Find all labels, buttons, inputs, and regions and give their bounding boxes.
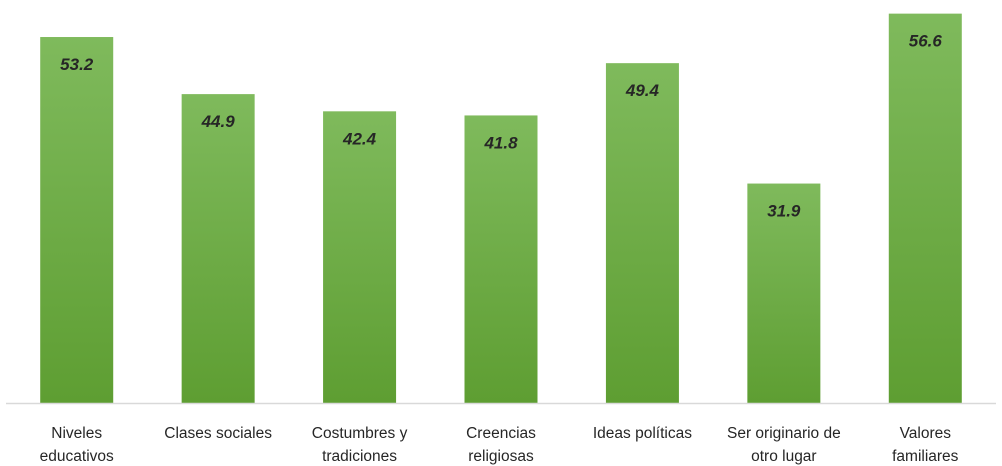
bar-6 — [888, 13, 962, 403]
bars-group — [40, 13, 962, 404]
category-label-5-line-0: Ser originario de — [727, 425, 841, 442]
category-label-2-line-0: Costumbres y — [312, 425, 408, 442]
bar-1 — [181, 94, 255, 404]
category-label-6: Valores familiares — [892, 425, 959, 465]
category-label-4: Ideas políticas — [593, 425, 692, 442]
category-label-3: Creencias religiosas — [466, 425, 536, 465]
data-label-2: 42.4 — [342, 129, 377, 148]
category-label-1-line-0: Clases sociales — [164, 425, 272, 442]
data-label-0: 53.2 — [60, 55, 94, 74]
bar-2 — [323, 111, 397, 404]
category-label-1: Clases sociales — [164, 425, 272, 442]
data-label-1: 44.9 — [201, 112, 236, 131]
category-label-4-line-0: Ideas políticas — [593, 425, 692, 442]
value-labels-group: 53.2 44.9 42.4 41.8 49.4 31.9 56.6 — [60, 32, 942, 221]
category-label-0-line-0: Niveles — [51, 425, 102, 442]
category-label-2-line-1: tradiciones — [322, 448, 397, 465]
category-label-0-line-1: educativos — [40, 448, 114, 465]
data-label-6: 56.6 — [909, 32, 943, 51]
category-label-3-line-0: Creencias — [466, 425, 536, 442]
category-label-5-line-1: otro lugar — [751, 448, 816, 465]
bar-4 — [605, 63, 679, 403]
category-label-0: Niveles educativos — [40, 425, 114, 465]
data-label-4: 49.4 — [625, 81, 660, 100]
data-label-3: 41.8 — [483, 133, 518, 152]
category-label-6-line-0: Valores — [900, 425, 952, 442]
category-labels-group: Niveles educativos Clases sociales Costumbr… — [40, 425, 959, 465]
category-label-3-line-1: religiosas — [468, 448, 534, 465]
bar-0 — [40, 37, 114, 403]
data-label-5: 31.9 — [767, 202, 801, 221]
bar-5 — [747, 183, 821, 403]
category-label-6-line-1: familiares — [892, 448, 959, 465]
bar-3 — [464, 115, 538, 403]
category-label-5: Ser originario de otro lugar — [727, 425, 841, 465]
category-label-2: Costumbres y tradiciones — [312, 425, 408, 465]
